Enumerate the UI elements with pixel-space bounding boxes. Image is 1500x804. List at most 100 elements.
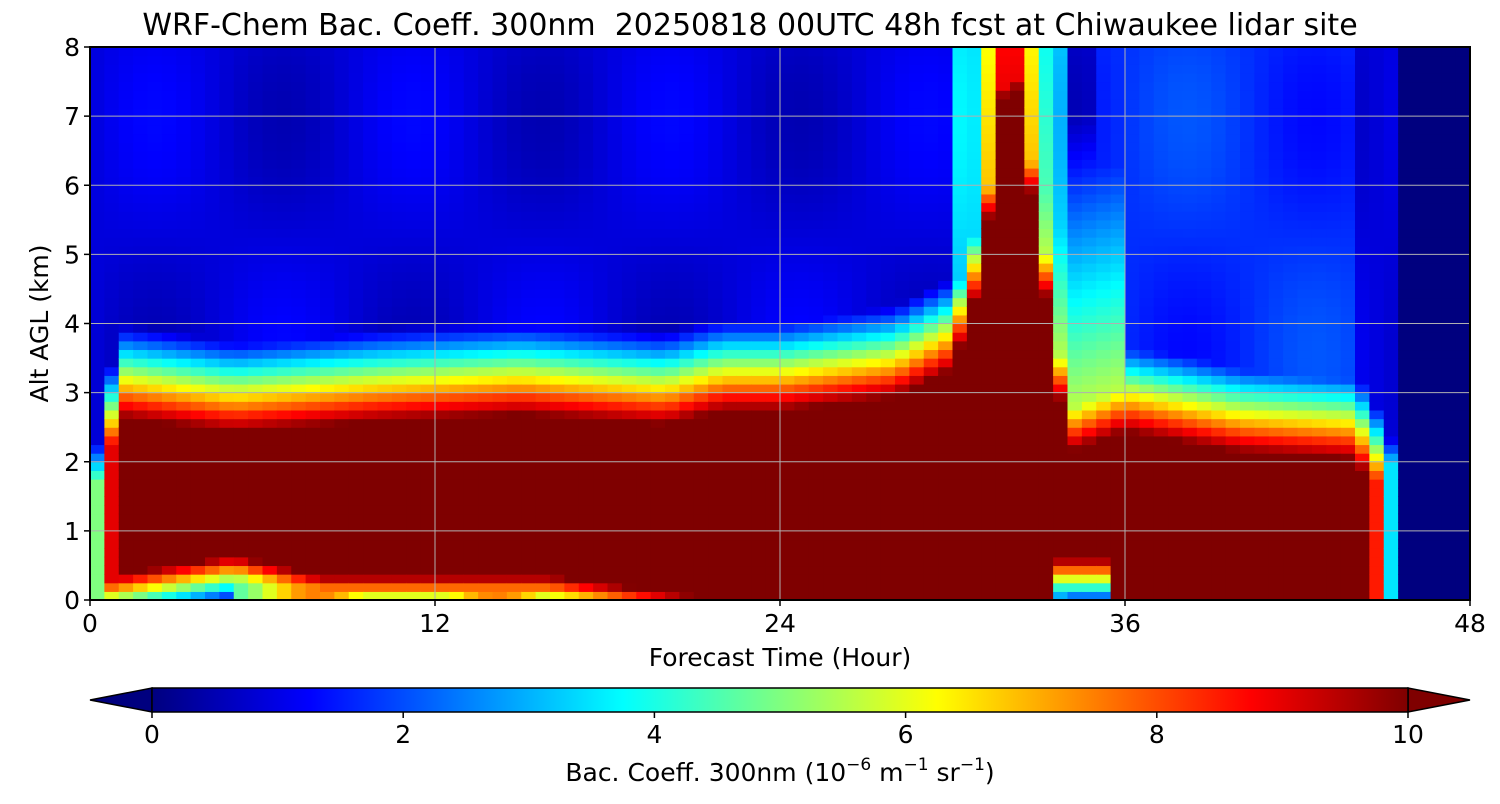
- heatmap-cell: [938, 574, 953, 583]
- heatmap-cell: [723, 522, 738, 531]
- heatmap-cell: [751, 419, 766, 428]
- heatmap-cell: [579, 306, 594, 315]
- heatmap-cell: [334, 298, 349, 307]
- heatmap-cell: [981, 349, 996, 358]
- heatmap-cell: [967, 514, 982, 523]
- heatmap-cell: [104, 522, 119, 531]
- heatmap-cell: [881, 367, 896, 376]
- heatmap-cell: [406, 56, 421, 65]
- heatmap-cell: [334, 479, 349, 488]
- heatmap-cell: [967, 505, 982, 514]
- heatmap-cell: [277, 470, 292, 479]
- heatmap-cell: [981, 306, 996, 315]
- heatmap-cell: [219, 228, 234, 237]
- heatmap-cell: [1010, 479, 1025, 488]
- heatmap-cell: [90, 142, 105, 151]
- heatmap-cell: [521, 410, 536, 419]
- heatmap-cell: [665, 289, 680, 298]
- heatmap-cell: [751, 82, 766, 91]
- heatmap-cell: [909, 548, 924, 557]
- heatmap-cell: [1068, 514, 1083, 523]
- heatmap-cell: [967, 488, 982, 497]
- heatmap-cell: [579, 583, 594, 592]
- heatmap-cell: [119, 462, 134, 471]
- heatmap-cell: [1154, 574, 1169, 583]
- heatmap-cell: [363, 272, 378, 281]
- heatmap-cell: [219, 375, 234, 384]
- heatmap-cell: [1039, 574, 1054, 583]
- heatmap-cell: [1039, 358, 1054, 367]
- heatmap-cell: [608, 514, 623, 523]
- heatmap-cell: [780, 254, 795, 263]
- heatmap-cell: [1024, 332, 1039, 341]
- heatmap-cell: [593, 349, 608, 358]
- heatmap-cell: [1139, 246, 1154, 255]
- heatmap-cell: [651, 254, 666, 263]
- heatmap-cell: [550, 107, 565, 116]
- heatmap-cell: [162, 427, 177, 436]
- heatmap-cell: [406, 142, 421, 151]
- heatmap-cell: [780, 488, 795, 497]
- heatmap-cell: [881, 90, 896, 99]
- heatmap-cell: [1111, 565, 1126, 574]
- heatmap-cell: [909, 332, 924, 341]
- heatmap-cell: [378, 73, 393, 82]
- heatmap-cell: [838, 488, 853, 497]
- heatmap-cell: [809, 289, 824, 298]
- heatmap-cell: [723, 90, 738, 99]
- heatmap-cell: [219, 315, 234, 324]
- heatmap-cell: [378, 237, 393, 246]
- heatmap-cell: [392, 540, 407, 549]
- heatmap-cell: [392, 159, 407, 168]
- heatmap-cell: [435, 514, 450, 523]
- heatmap-cell: [996, 324, 1011, 333]
- heatmap-cell: [1139, 125, 1154, 134]
- heatmap-cell: [1053, 375, 1068, 384]
- heatmap-cell: [550, 272, 565, 281]
- heatmap-cell: [996, 168, 1011, 177]
- heatmap-cell: [493, 444, 508, 453]
- heatmap-cell: [981, 99, 996, 108]
- heatmap-cell: [493, 583, 508, 592]
- heatmap-cell: [852, 540, 867, 549]
- heatmap-cell: [1053, 496, 1068, 505]
- heatmap-cell: [679, 341, 694, 350]
- heatmap-cell: [291, 90, 306, 99]
- heatmap-cell: [593, 410, 608, 419]
- heatmap-cell: [363, 203, 378, 212]
- heatmap-cell: [967, 177, 982, 186]
- heatmap-cell: [967, 393, 982, 402]
- heatmap-cell: [794, 254, 809, 263]
- heatmap-cell: [881, 211, 896, 220]
- heatmap-cell: [780, 341, 795, 350]
- heatmap-cell: [794, 470, 809, 479]
- heatmap-cell: [809, 548, 824, 557]
- heatmap-cell: [608, 367, 623, 376]
- heatmap-cell: [953, 384, 968, 393]
- heatmap-cell: [794, 159, 809, 168]
- heatmap-cell: [176, 540, 191, 549]
- heatmap-cell: [493, 332, 508, 341]
- heatmap-cell: [104, 116, 119, 125]
- heatmap-cell: [723, 194, 738, 203]
- heatmap-cell: [794, 514, 809, 523]
- heatmap-cell: [579, 220, 594, 229]
- heatmap-cell: [679, 393, 694, 402]
- heatmap-cell: [665, 401, 680, 410]
- heatmap-cell: [162, 211, 177, 220]
- heatmap-cell: [291, 133, 306, 142]
- heatmap-cell: [478, 289, 493, 298]
- heatmap-cell: [809, 82, 824, 91]
- heatmap-cell: [119, 142, 134, 151]
- heatmap-cell: [1183, 419, 1198, 428]
- heatmap-cell: [938, 151, 953, 160]
- heatmap-cell: [909, 263, 924, 272]
- heatmap-cell: [1039, 203, 1054, 212]
- heatmap-cell: [521, 272, 536, 281]
- heatmap-cell: [938, 384, 953, 393]
- heatmap-cell: [191, 185, 206, 194]
- heatmap-cell: [924, 332, 939, 341]
- heatmap-cell: [90, 453, 105, 462]
- heatmap-cell: [1010, 444, 1025, 453]
- heatmap-cell: [1125, 375, 1140, 384]
